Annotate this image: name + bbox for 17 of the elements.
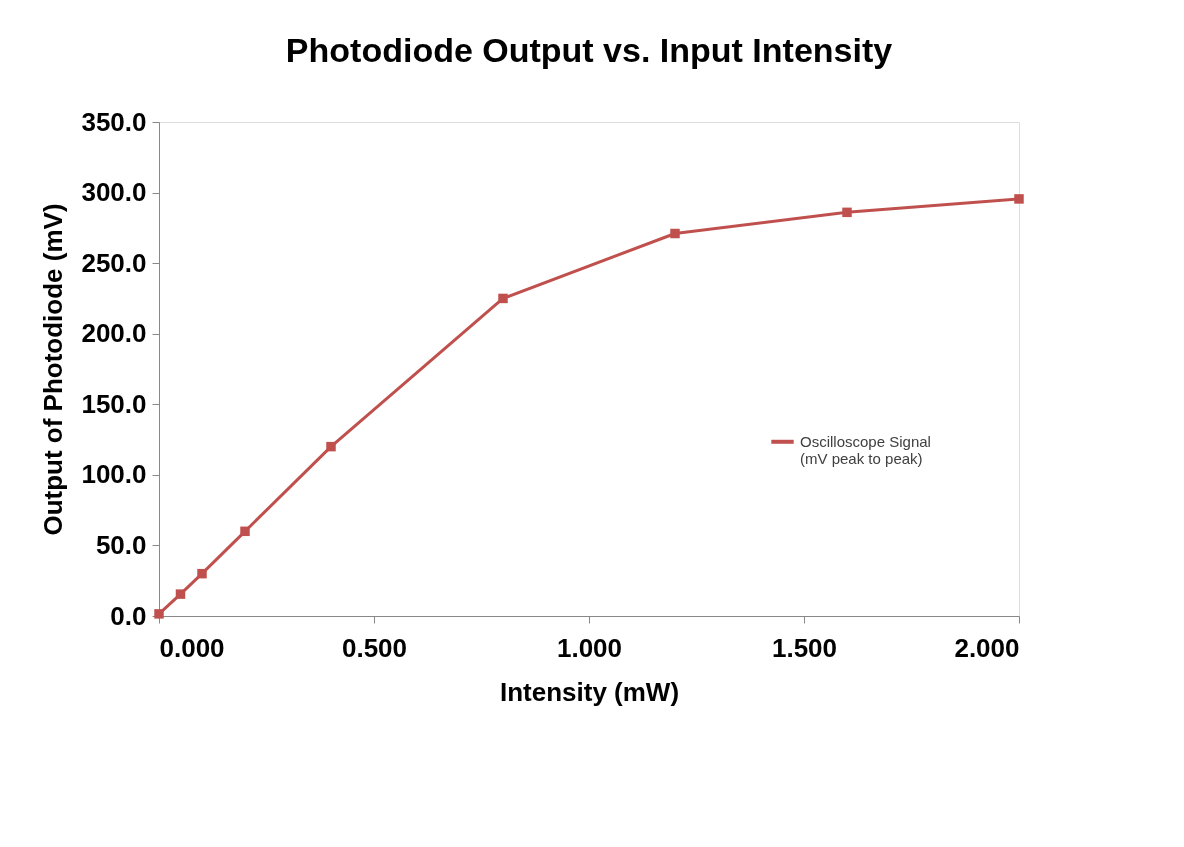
x-tick-label: 2.000 <box>954 632 1020 663</box>
legend-label: Oscilloscope Signal (mV peak to peak) <box>800 432 931 467</box>
y-tick-label: 150.0 <box>81 388 147 419</box>
x-axis-title: Intensity (mW) <box>499 676 680 707</box>
y-tick-label: 200.0 <box>81 318 147 349</box>
x-tick-label: 0.500 <box>341 632 408 663</box>
x-tick-label: 0.000 <box>159 632 225 663</box>
chart-title: Photodiode Output vs. Input Intensity <box>285 31 893 69</box>
y-tick-label: 300.0 <box>81 177 147 208</box>
y-tick-label: 0.0 <box>110 600 147 631</box>
y-tick-label: 100.0 <box>81 459 147 490</box>
x-tick-label: 1.500 <box>771 632 838 663</box>
y-tick-label: 250.0 <box>81 247 147 278</box>
y-axis-title: Output of Photodiode (mV) <box>38 203 69 536</box>
y-tick-label: 350.0 <box>81 106 147 137</box>
y-tick-label: 50.0 <box>95 529 147 560</box>
x-tick-label: 1.000 <box>556 632 623 663</box>
